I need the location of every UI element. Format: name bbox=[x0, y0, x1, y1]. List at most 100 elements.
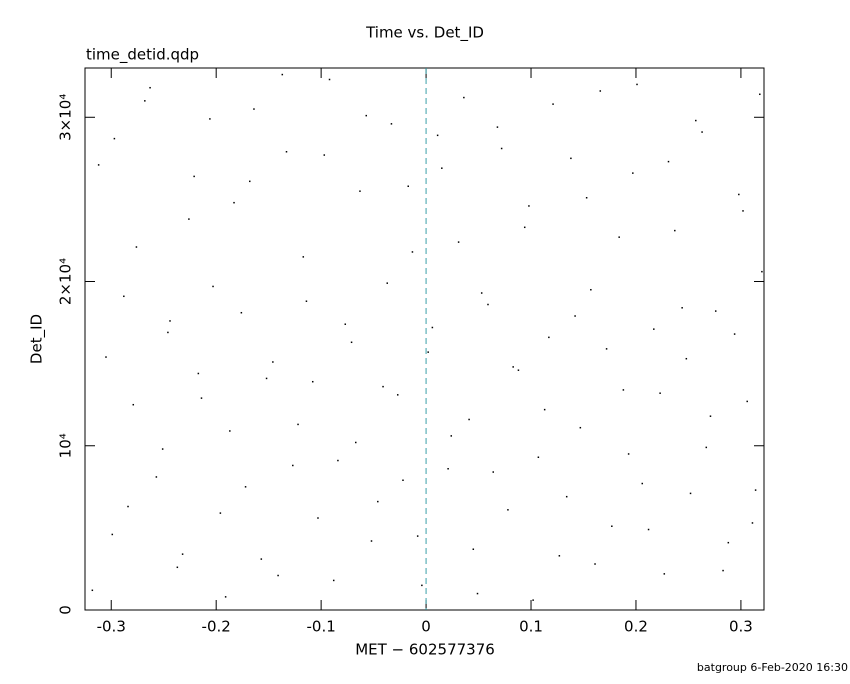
point bbox=[305, 300, 308, 302]
plot-frame bbox=[84, 67, 765, 611]
point bbox=[431, 326, 434, 329]
point bbox=[447, 468, 449, 470]
point bbox=[622, 389, 625, 391]
point bbox=[233, 201, 235, 204]
point bbox=[632, 172, 634, 174]
point bbox=[472, 548, 475, 550]
point bbox=[594, 563, 596, 565]
point bbox=[746, 400, 748, 403]
point bbox=[421, 584, 423, 587]
point bbox=[611, 525, 613, 527]
point bbox=[727, 541, 730, 544]
point bbox=[297, 423, 299, 426]
point bbox=[144, 100, 146, 102]
point bbox=[487, 303, 489, 306]
point bbox=[759, 93, 761, 96]
x-tick-label: 0.1 bbox=[519, 618, 543, 636]
point bbox=[292, 464, 294, 467]
point bbox=[733, 333, 736, 335]
point bbox=[496, 126, 499, 128]
point bbox=[647, 528, 650, 531]
point bbox=[240, 311, 243, 314]
point bbox=[548, 336, 550, 339]
point bbox=[468, 418, 470, 421]
x-tick-label: 0 bbox=[421, 618, 431, 636]
point bbox=[396, 394, 399, 396]
point bbox=[751, 522, 754, 524]
point bbox=[641, 482, 644, 485]
x-tick-label: 0.2 bbox=[624, 618, 648, 636]
point bbox=[689, 492, 692, 495]
point bbox=[585, 197, 588, 199]
point bbox=[411, 251, 414, 253]
point bbox=[517, 369, 520, 371]
point bbox=[285, 151, 288, 153]
point bbox=[229, 430, 231, 432]
point bbox=[590, 288, 592, 291]
point bbox=[188, 218, 190, 220]
point bbox=[344, 323, 347, 325]
point bbox=[281, 73, 284, 76]
point bbox=[111, 533, 114, 536]
y-tick-label: 3×10⁴ bbox=[57, 94, 75, 141]
point bbox=[167, 331, 169, 334]
chart-title: Time vs. Det_ID bbox=[365, 24, 484, 43]
point bbox=[132, 403, 135, 406]
point bbox=[574, 315, 576, 317]
point bbox=[627, 453, 630, 455]
point bbox=[570, 157, 572, 160]
point bbox=[618, 236, 620, 238]
point bbox=[436, 134, 439, 137]
point bbox=[416, 535, 419, 537]
point bbox=[441, 167, 443, 169]
point bbox=[722, 569, 724, 572]
point bbox=[277, 574, 279, 577]
point bbox=[500, 147, 503, 150]
point bbox=[193, 175, 195, 178]
point bbox=[355, 441, 357, 444]
point bbox=[463, 96, 465, 99]
footer: batgroup 6-Feb-2020 16:30 bbox=[697, 661, 848, 674]
point bbox=[169, 320, 171, 322]
point bbox=[705, 446, 708, 449]
point bbox=[377, 500, 379, 503]
point bbox=[323, 154, 326, 156]
point bbox=[161, 448, 164, 450]
point bbox=[754, 489, 757, 491]
point bbox=[653, 328, 655, 330]
point bbox=[200, 397, 203, 399]
y-axis-label: Det_ID bbox=[28, 314, 47, 364]
point bbox=[714, 310, 717, 312]
point bbox=[311, 380, 314, 383]
point bbox=[105, 356, 107, 358]
point bbox=[579, 426, 582, 429]
point bbox=[537, 456, 540, 459]
x-tick-label: 0.3 bbox=[729, 618, 753, 636]
x-tick-label: -0.3 bbox=[97, 618, 126, 636]
point bbox=[97, 164, 100, 166]
point bbox=[337, 459, 339, 462]
x-tick-label: -0.1 bbox=[306, 618, 335, 636]
point bbox=[302, 256, 305, 258]
point bbox=[176, 566, 179, 569]
point bbox=[127, 505, 129, 508]
point bbox=[209, 118, 211, 120]
point bbox=[659, 392, 661, 394]
point bbox=[253, 108, 255, 110]
point bbox=[457, 241, 460, 243]
point bbox=[667, 160, 670, 163]
point bbox=[249, 180, 251, 183]
point bbox=[386, 282, 388, 284]
point bbox=[523, 226, 526, 229]
point bbox=[742, 210, 744, 212]
point bbox=[382, 385, 384, 388]
point bbox=[123, 295, 125, 298]
point bbox=[390, 123, 393, 125]
point bbox=[402, 479, 404, 481]
point bbox=[543, 408, 546, 411]
point bbox=[135, 246, 138, 248]
point bbox=[450, 435, 453, 437]
point bbox=[709, 415, 712, 417]
